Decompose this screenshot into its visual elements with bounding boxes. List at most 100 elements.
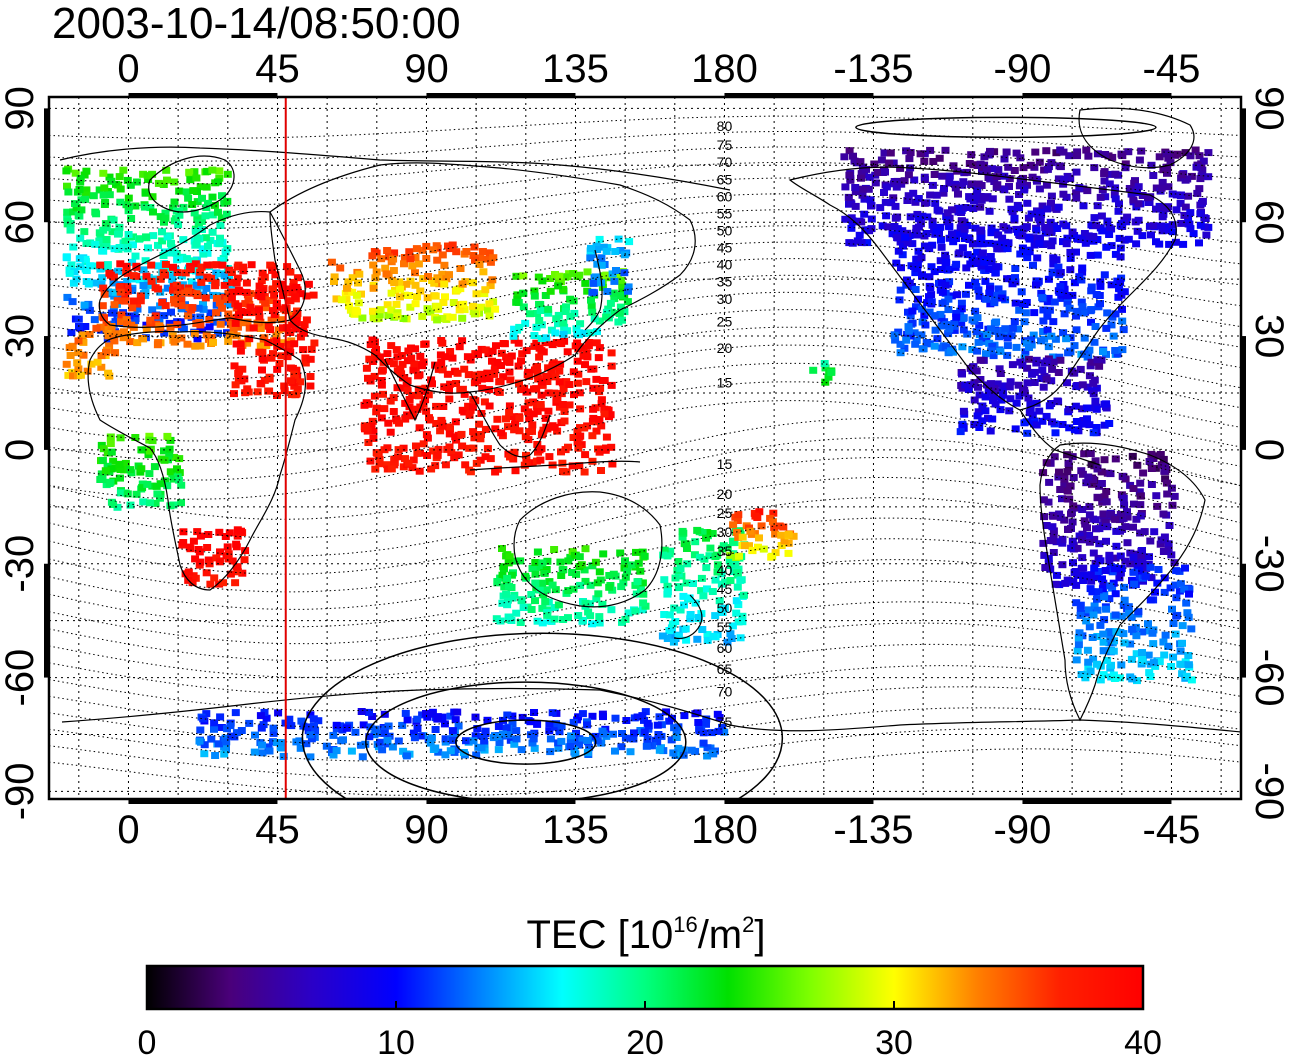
tec-cell (375, 729, 384, 737)
tec-cell (638, 548, 647, 556)
tec-cell (368, 336, 377, 344)
tec-cell (249, 324, 258, 332)
tec-cell (1096, 278, 1105, 286)
tec-cell (682, 579, 691, 587)
tec-cell (654, 731, 663, 738)
tec-cell (445, 395, 454, 403)
tec-cell (147, 261, 156, 269)
tec-cell (464, 371, 473, 379)
tec-cell (593, 328, 601, 336)
tec-cell (196, 726, 205, 734)
tec-cell (90, 316, 99, 324)
tec-cell (1159, 638, 1168, 646)
tec-cell (265, 373, 274, 381)
tec-cell (216, 222, 225, 229)
tec-cell (694, 614, 703, 621)
tec-cell (824, 373, 833, 381)
tec-cell (1121, 164, 1130, 172)
tec-cell (663, 588, 672, 596)
tec-cell (481, 453, 490, 461)
tec-cell (196, 268, 205, 276)
tec-cell (377, 377, 386, 384)
tec-cell (1099, 647, 1108, 655)
tec-cell (860, 210, 869, 218)
tec-cell (1152, 205, 1160, 213)
tec-cell (984, 151, 993, 159)
tec-cell (905, 155, 914, 163)
tec-cell (736, 576, 745, 584)
tec-cell (585, 600, 594, 608)
tec-cell (274, 326, 283, 334)
tec-cell (910, 176, 919, 184)
tec-cell (230, 390, 238, 398)
tec-cell (74, 212, 83, 220)
tec-cell (192, 281, 201, 289)
tec-cell (1063, 468, 1072, 476)
tec-cell (969, 205, 978, 212)
tec-cell (1130, 560, 1139, 568)
tec-cell (1120, 596, 1129, 604)
tec-cell (327, 258, 336, 266)
tec-cell (227, 732, 236, 740)
tec-cell (718, 723, 727, 731)
tec-cell (346, 306, 355, 314)
tec-cell (1140, 528, 1149, 536)
tec-cell (1058, 495, 1066, 503)
tec-cell (880, 149, 889, 157)
frame-bar-lon (128, 799, 278, 804)
tec-cell (1170, 492, 1179, 500)
tec-cell (404, 459, 413, 467)
tec-cell (952, 260, 961, 268)
tec-cell (163, 284, 172, 292)
tec-cell (595, 613, 604, 621)
tec-cell (100, 184, 109, 192)
tec-cell (105, 269, 114, 277)
tec-cell (639, 599, 648, 607)
tec-cell (734, 601, 743, 609)
tec-cell (559, 467, 567, 475)
tec-cell (728, 537, 737, 545)
tec-cell (908, 240, 917, 248)
tec-cell (560, 417, 569, 425)
tec-cell (520, 461, 529, 469)
tec-cell (945, 179, 954, 187)
tec-cell (784, 549, 793, 557)
tec-cell (226, 321, 235, 329)
tec-cell (991, 269, 1000, 277)
tec-cell (406, 303, 415, 311)
tec-cell (275, 360, 284, 367)
tec-cell (272, 299, 281, 307)
tec-cell (110, 349, 119, 357)
tec-cell (1099, 671, 1108, 679)
tec-cell (218, 304, 226, 312)
tec-cell (1032, 226, 1041, 234)
contour-pole-north (855, 116, 1157, 139)
tec-cell (179, 325, 188, 333)
tec-cell (676, 606, 685, 614)
tec-cell (403, 387, 412, 395)
tec-cell (302, 723, 311, 731)
tec-cell (580, 566, 589, 574)
tec-cell (291, 325, 300, 333)
tec-cell (101, 198, 110, 206)
coastline-newzealand (674, 594, 703, 640)
tec-cell (537, 335, 546, 342)
tec-cell (512, 272, 521, 280)
tec-cell (997, 294, 1006, 302)
tec-cell (1115, 234, 1124, 242)
tec-cell (964, 386, 973, 393)
tec-cell (258, 269, 267, 277)
tec-cell (967, 381, 975, 389)
tec-cell (967, 180, 976, 188)
tec-cell (937, 322, 946, 330)
tec-cell (563, 327, 572, 335)
tec-cell (1081, 674, 1090, 682)
tec-cell (968, 253, 977, 261)
tec-cell (1060, 475, 1069, 483)
tec-cell (202, 331, 211, 339)
tec-cell (918, 305, 927, 313)
tec-cell (395, 278, 404, 286)
tec-cell (667, 631, 676, 639)
tec-cell (597, 254, 606, 262)
tec-cell (726, 551, 735, 559)
